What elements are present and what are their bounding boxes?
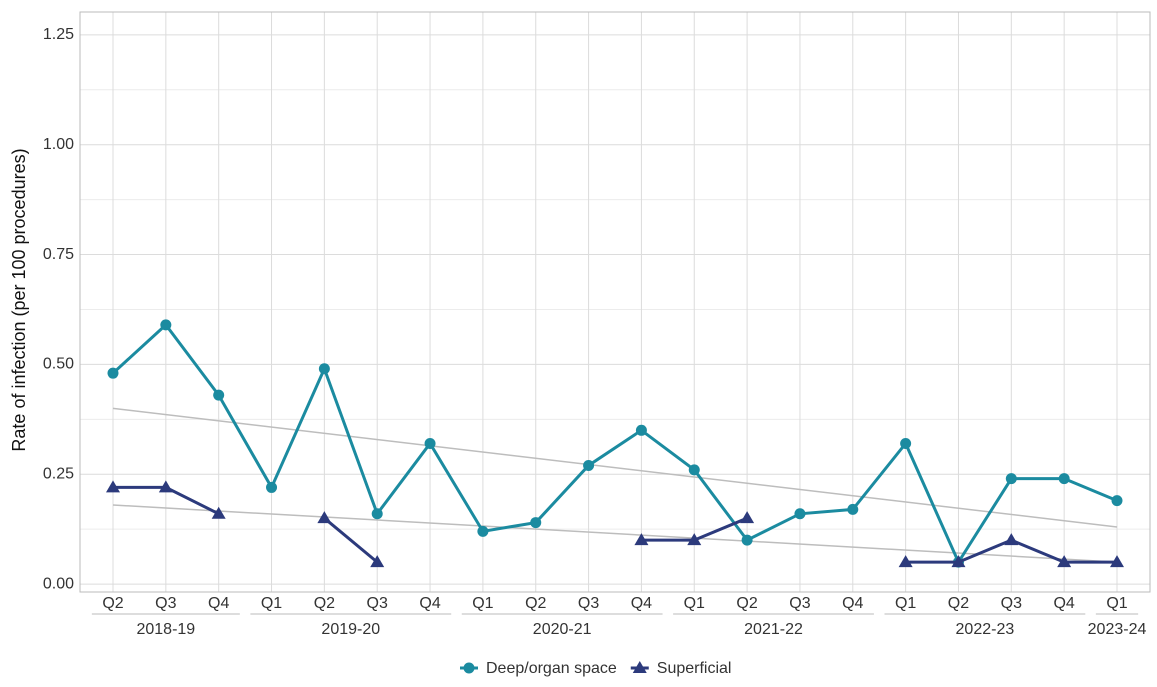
point xyxy=(632,661,647,673)
group-label: 2023-24 xyxy=(1088,621,1147,638)
x-tick-label: Q3 xyxy=(578,595,599,612)
x-tick-label: Q2 xyxy=(948,595,969,612)
x-tick-label: Q4 xyxy=(208,595,229,612)
point xyxy=(1004,533,1019,546)
point xyxy=(847,503,859,515)
y-tick-label: 0.00 xyxy=(43,575,74,592)
legend-label: Deep/organ space xyxy=(486,660,617,677)
trend-line xyxy=(112,407,1118,528)
point xyxy=(634,533,649,546)
x-tick-label: Q4 xyxy=(419,595,440,612)
x-tick-label: Q2 xyxy=(736,595,757,612)
point xyxy=(463,662,475,674)
group-label: 2018-19 xyxy=(136,621,195,638)
x-tick-label: Q2 xyxy=(314,595,335,612)
y-tick-label: 0.50 xyxy=(43,356,74,373)
y-tick-label: 1.00 xyxy=(43,136,74,153)
point xyxy=(318,363,330,375)
point xyxy=(530,517,542,529)
panel-border xyxy=(79,11,1151,593)
point xyxy=(1057,555,1072,568)
y-tick-label: 1.25 xyxy=(43,26,74,43)
series-line xyxy=(111,322,1118,566)
point xyxy=(1058,473,1070,485)
x-tick-label: Q3 xyxy=(789,595,810,612)
point xyxy=(106,480,120,493)
point xyxy=(107,367,119,379)
point xyxy=(371,508,383,520)
point xyxy=(740,511,755,524)
x-tick-label: Q3 xyxy=(367,595,388,612)
point xyxy=(687,533,702,546)
point xyxy=(158,480,173,493)
x-tick-label: Q1 xyxy=(895,595,916,612)
point xyxy=(898,555,913,568)
point xyxy=(213,389,225,401)
point xyxy=(477,525,489,537)
x-tick-label: Q1 xyxy=(1106,595,1127,612)
y-axis-title: Rate of infection (per 100 procedures) xyxy=(9,148,29,451)
point xyxy=(317,511,332,524)
x-tick-label: Q3 xyxy=(155,595,176,612)
x-tick-label: Q1 xyxy=(684,595,705,612)
point xyxy=(211,506,226,519)
x-tick-label: Q2 xyxy=(525,595,546,612)
group-label: 2022-23 xyxy=(956,621,1015,638)
x-tick-label: Q4 xyxy=(1053,595,1074,612)
point xyxy=(160,319,172,331)
x-tick-label: Q1 xyxy=(261,595,282,612)
point xyxy=(688,464,700,476)
point xyxy=(951,555,966,568)
point xyxy=(635,424,647,436)
point xyxy=(794,508,806,520)
x-tick-label: Q1 xyxy=(472,595,493,612)
point xyxy=(1110,555,1124,568)
group-label: 2019-20 xyxy=(321,621,380,638)
point xyxy=(1111,495,1123,507)
y-tick-label: 0.75 xyxy=(43,246,74,263)
y-tick-label: 0.25 xyxy=(43,465,74,482)
group-label: 2021-22 xyxy=(744,621,803,638)
point xyxy=(583,459,595,471)
trend-line xyxy=(112,504,1118,563)
point xyxy=(1005,473,1017,485)
legend-label: Superficial xyxy=(657,660,732,677)
x-tick-label: Q3 xyxy=(1001,595,1022,612)
point xyxy=(370,555,385,568)
point xyxy=(266,481,278,493)
point xyxy=(424,437,436,449)
x-tick-label: Q4 xyxy=(631,595,652,612)
series-line xyxy=(323,517,379,564)
x-tick-label: Q2 xyxy=(102,595,123,612)
group-label: 2020-21 xyxy=(533,621,592,638)
point xyxy=(741,534,753,546)
point xyxy=(900,437,912,449)
x-tick-label: Q4 xyxy=(842,595,863,612)
